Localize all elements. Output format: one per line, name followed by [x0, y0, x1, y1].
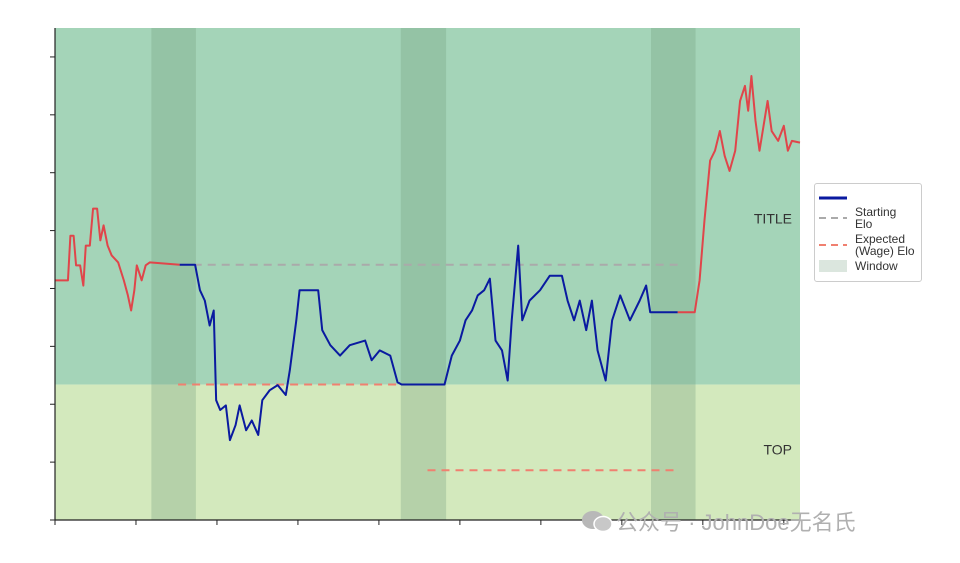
swatch-rect	[819, 260, 847, 272]
watermark-text: 公众号 · JohnDoe无名氏	[616, 510, 856, 535]
legend-item: Starting Elo	[819, 206, 917, 230]
watermark: 公众号 · JohnDoe无名氏	[580, 505, 856, 537]
wechat-icon	[582, 511, 613, 533]
series-line	[677, 75, 801, 314]
legend-label: Starting Elo	[855, 205, 897, 231]
window	[651, 28, 696, 520]
legend-item	[819, 193, 917, 203]
series-line	[179, 244, 678, 442]
zone	[55, 28, 800, 385]
legend-swatch	[819, 196, 847, 200]
legend-item: Expected (Wage) Elo	[819, 233, 917, 257]
legend-label: Window	[855, 259, 898, 273]
zone-label: TOP	[763, 441, 792, 457]
zone-label: TITLE	[754, 211, 792, 227]
legend-swatch	[819, 244, 847, 246]
series-line	[55, 207, 180, 312]
window	[400, 28, 447, 520]
legend-label: Expected (Wage) Elo	[855, 232, 915, 258]
legend: Starting Elo Expected (Wage) Elo Window	[814, 183, 922, 282]
legend-item: Window	[819, 260, 917, 272]
legend-swatch	[819, 217, 847, 219]
legend-swatch	[819, 260, 847, 272]
zone	[55, 384, 800, 520]
window	[151, 28, 196, 520]
